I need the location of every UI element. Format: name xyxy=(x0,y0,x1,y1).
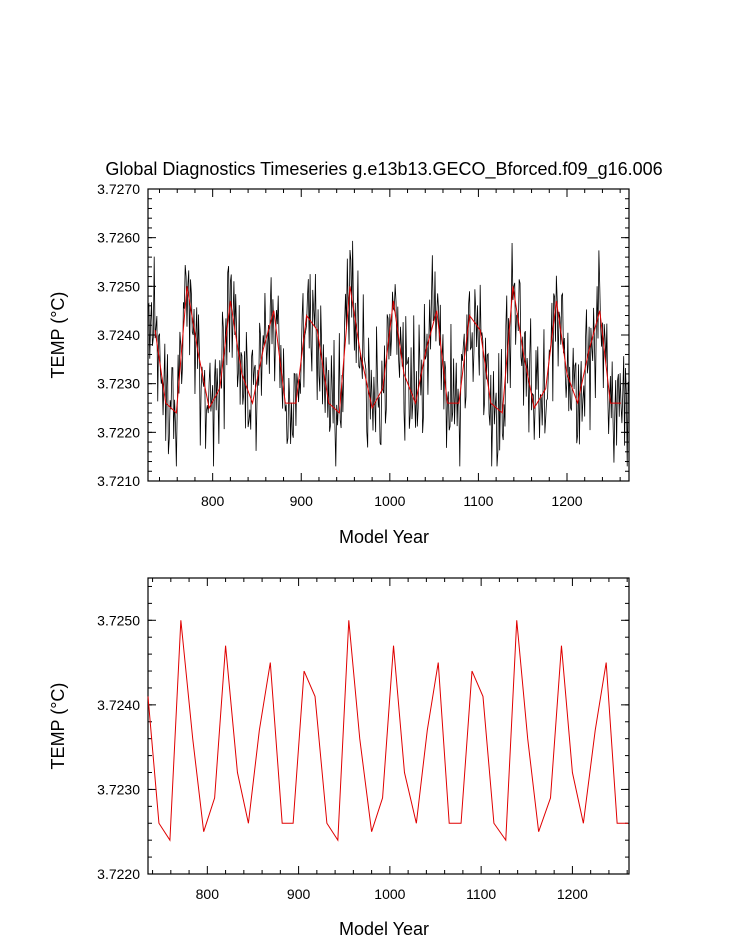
y-tick-label: 3.7220 xyxy=(97,866,140,882)
annual-series-line xyxy=(154,286,622,414)
chart-top: Global Diagnostics Timeseries g.e13b13.G… xyxy=(48,159,663,547)
y-tick-label: 3.7260 xyxy=(97,230,140,246)
x-tick-label: 900 xyxy=(290,493,314,509)
annual-series-line xyxy=(147,620,629,842)
x-axis-label-top: Model Year xyxy=(339,527,429,547)
plot-area-bottom xyxy=(147,577,630,875)
y-axis-label-top: TEMP (°C) xyxy=(48,292,68,379)
chart-bottom: 800 900 1000 1100 1200 3.7220 3.7230 3.7240 3.72… xyxy=(48,577,630,939)
y-tick-label: 3.7220 xyxy=(97,424,140,440)
top-ticks: 800 900 1000 1100 1200 3.7210 3.7220 3.7230 3.72… xyxy=(97,181,629,509)
x-tick-label: 900 xyxy=(287,886,311,902)
y-tick-label: 3.7240 xyxy=(97,697,140,713)
y-tick-label: 3.7240 xyxy=(97,327,140,343)
y-tick-label: 3.7210 xyxy=(97,473,140,489)
y-tick-label: 3.7230 xyxy=(97,781,140,797)
x-tick-label: 1200 xyxy=(557,886,588,902)
top-series xyxy=(147,240,630,467)
x-tick-label: 1000 xyxy=(374,493,405,509)
x-axis-label-bottom: Model Year xyxy=(339,919,429,939)
chart-title: Global Diagnostics Timeseries g.e13b13.G… xyxy=(105,159,662,180)
x-tick-label: 1200 xyxy=(551,493,582,509)
y-tick-label: 3.7230 xyxy=(97,376,140,392)
y-tick-label: 3.7270 xyxy=(97,181,140,197)
x-tick-label: 1100 xyxy=(463,493,493,509)
y-axis-label-bottom: TEMP (°C) xyxy=(48,683,68,770)
bottom-series xyxy=(147,620,629,842)
y-tick-label: 3.7250 xyxy=(97,278,140,294)
x-tick-label: 800 xyxy=(196,886,220,902)
y-tick-label: 3.7250 xyxy=(97,612,140,628)
x-tick-label: 800 xyxy=(201,493,225,509)
x-tick-label: 1000 xyxy=(374,886,405,902)
bottom-ticks: 800 900 1000 1100 1200 3.7220 3.7230 3.7240 3.72… xyxy=(97,578,629,902)
x-tick-label: 1100 xyxy=(466,886,496,902)
